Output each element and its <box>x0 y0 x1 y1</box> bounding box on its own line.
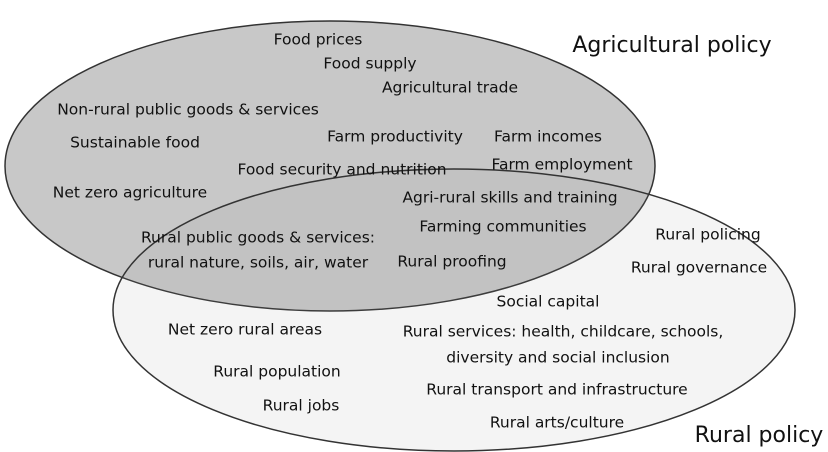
item-label: Farm productivity <box>327 128 463 146</box>
item-label: Food prices <box>274 31 363 49</box>
item-label: Rural public goods & services: <box>141 229 375 247</box>
set-label: Agricultural policy <box>572 33 771 58</box>
item-label: Rural jobs <box>263 397 340 415</box>
agricultural-policy-ellipse <box>4 20 656 312</box>
item-label: Net zero rural areas <box>168 321 322 339</box>
item-label: Net zero agriculture <box>53 184 207 202</box>
item-label: Farm incomes <box>494 128 602 146</box>
item-label: Rural services: health, childcare, schoo… <box>403 323 724 341</box>
set-label: Rural policy <box>695 423 824 448</box>
item-label: Food security and nutrition <box>237 161 446 179</box>
item-label: diversity and social inclusion <box>446 349 669 367</box>
item-label: Rural governance <box>631 259 767 277</box>
rural-policy-ellipse <box>112 168 796 452</box>
item-label: Farming communities <box>419 218 586 236</box>
item-label: Social capital <box>497 293 600 311</box>
item-label: Rural policing <box>655 226 760 244</box>
item-label: Rural arts/culture <box>490 414 624 432</box>
item-label: Food supply <box>323 55 416 73</box>
item-label: Rural transport and infrastructure <box>426 381 687 399</box>
item-label: Farm employment <box>491 156 632 174</box>
item-label: Agricultural trade <box>382 79 518 97</box>
item-label: Non-rural public goods & services <box>57 101 319 119</box>
item-label: Rural proofing <box>397 253 506 271</box>
item-label: Sustainable food <box>70 134 200 152</box>
item-label: Agri-rural skills and training <box>402 189 617 207</box>
item-label: Rural population <box>213 363 340 381</box>
item-label: rural nature, soils, air, water <box>148 254 369 272</box>
